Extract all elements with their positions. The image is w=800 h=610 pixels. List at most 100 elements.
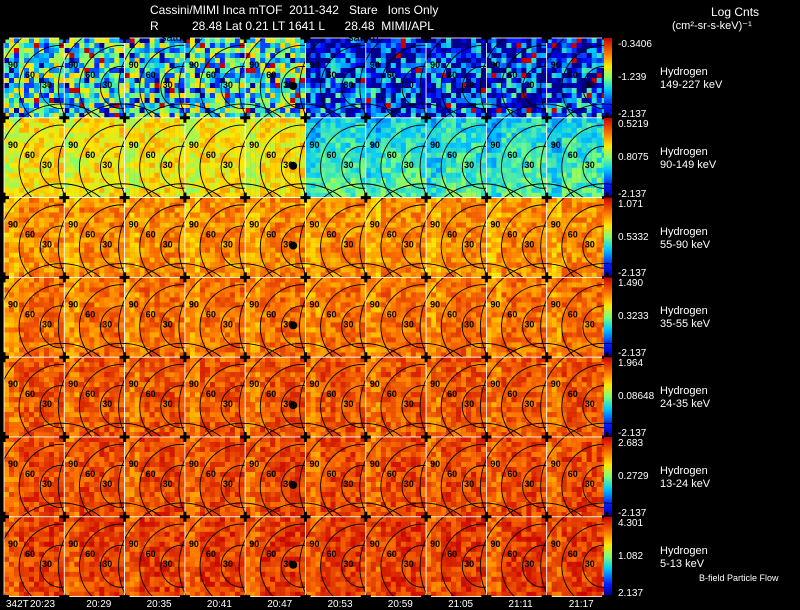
colorbar-tick-mid: 0.08648 [618,391,654,402]
contour-label: 90 [310,140,320,150]
contour-label: 30 [163,559,173,569]
contour-label: 60 [568,469,578,479]
band-species: Hydrogen [660,305,710,318]
band-species: Hydrogen [660,146,716,159]
contour-label: 60 [507,469,517,479]
band-energy: 149-227 keV [660,79,722,92]
contour-label: 30 [223,559,233,569]
contour-label: 90 [189,379,199,389]
contour-label: 30 [344,319,354,329]
time-axis-prefix: 342T [6,599,29,610]
contour-label: 90 [189,459,199,469]
contour-label: 30 [524,399,534,409]
contour-label: 90 [310,220,320,230]
contour-label: 30 [464,559,474,569]
contour-label: 90 [430,60,440,70]
saturn-marker [289,321,297,329]
contour-label: 90 [490,539,500,549]
contour-label: 30 [344,559,354,569]
contour-label: 30 [102,160,112,170]
colorbar-tick-min: 2.137 [618,588,643,599]
contour-label: 60 [85,230,95,240]
contour-label: 60 [387,389,397,399]
contour-label: 60 [568,230,578,240]
contour-label: 60 [327,230,337,240]
contour-label: 60 [25,309,35,319]
contour-label: 60 [206,309,216,319]
contour-label: 90 [310,299,320,309]
contour-label: 90 [68,60,78,70]
contour-label: 60 [25,469,35,479]
contour-label: 30 [163,399,173,409]
contour-label: 60 [206,150,216,160]
time-label: 20:47 [267,599,292,610]
contour-label: 90 [68,140,78,150]
colorbar-tick-mid: 0.5332 [618,232,649,243]
contour-label: 90 [68,220,78,230]
contour-label: 30 [464,80,474,90]
contour-label: 30 [42,240,52,250]
orbit-info: 28.48 Lat 0.21 LT 1641 L 28.48 MIMI/APL [192,19,434,33]
colorbar [604,38,612,118]
colorbar-tick-max: 1.071 [618,199,643,210]
contour-label: 90 [310,539,320,549]
band-species: Hydrogen [660,385,710,398]
contour-label: 90 [430,379,440,389]
contour-label: 90 [310,60,320,70]
band-energy: 35-55 keV [660,318,710,331]
contour-label: 60 [327,309,337,319]
contour-label: 30 [404,80,414,90]
contour-label: 60 [85,389,95,399]
contour-label: 60 [327,469,337,479]
colorbar-title: Log Cnts [711,5,759,19]
contour-label: 60 [206,469,216,479]
contour-label: 60 [387,549,397,559]
contour-label: 90 [490,299,500,309]
contour-label: 60 [146,230,156,240]
contour-label: 90 [68,299,78,309]
contour-label: 60 [447,549,457,559]
contour-label: 90 [490,459,500,469]
contour-label: 30 [344,80,354,90]
saturn-marker-label-2: saturn [348,32,379,44]
contour-label: 30 [404,319,414,329]
contour-label: 30 [404,399,414,409]
contour-label: 90 [8,140,18,150]
time-label: 21:05 [448,599,473,610]
contour-label: 30 [102,80,112,90]
contour-label: 60 [266,309,276,319]
contour-label: 90 [189,220,199,230]
contour-label: 60 [146,70,156,80]
contour-label: 60 [146,150,156,160]
colorbar [604,198,612,278]
time-label: 20:35 [147,599,172,610]
contour-label: 30 [223,399,233,409]
contour-label: 90 [551,299,561,309]
time-label: 20:23 [30,599,55,610]
contour-label: 90 [551,60,561,70]
colorbar-tick-max: 4.301 [618,518,643,529]
contour-label: 30 [404,240,414,250]
colorbar-tick-max: 1.490 [618,278,643,289]
contour-label: 30 [404,160,414,170]
contour-label: 30 [42,559,52,569]
saturn-marker [289,561,297,569]
contour-label: 90 [8,60,18,70]
contour-label: 30 [585,240,595,250]
contour-label: 60 [206,230,216,240]
contour-label: 90 [8,299,18,309]
contour-label: 30 [42,479,52,489]
contour-label: 60 [327,549,337,559]
contour-label: 30 [344,160,354,170]
contour-label: 60 [266,549,276,559]
colorbar [604,357,612,437]
contour-label: 60 [447,389,457,399]
contour-label: 60 [25,549,35,559]
colorbar [604,277,612,357]
contour-label: 90 [490,220,500,230]
